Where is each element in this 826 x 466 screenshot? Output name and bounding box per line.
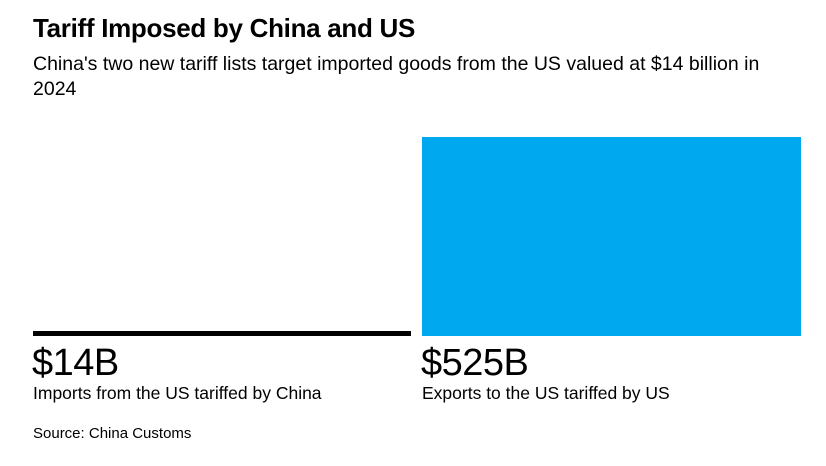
chart-source: Source: China Customs	[33, 425, 192, 442]
chart-subtitle: China's two new tariff lists target impo…	[33, 53, 760, 100]
bar-2	[422, 137, 801, 336]
bar-category-label-1: Imports from the US tariffed by China	[33, 383, 322, 403]
bar-value-label-2: $525B	[421, 342, 529, 384]
bar-value-label-1: $14B	[32, 342, 119, 384]
bar-1	[33, 331, 411, 336]
bar-category-label-2: Exports to the US tariffed by US	[422, 383, 670, 403]
chart-title: Tariff Imposed by China and US	[33, 13, 416, 43]
